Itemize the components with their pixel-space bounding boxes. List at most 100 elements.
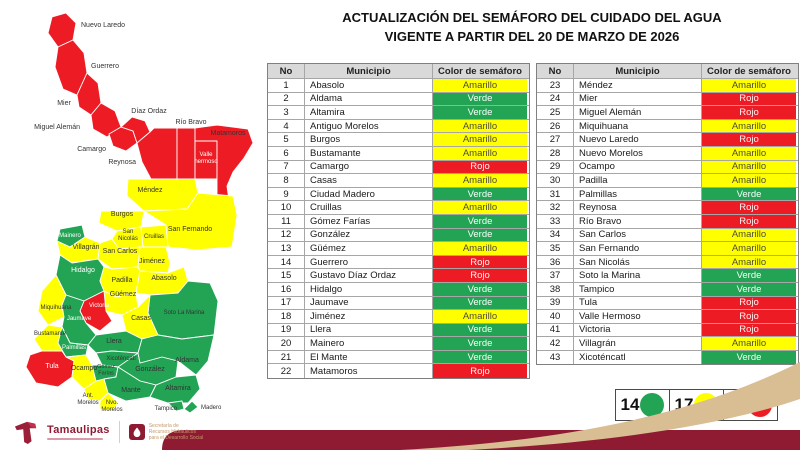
cell-municipality: Tampico (574, 282, 702, 296)
cell-semaphore-color: Amarillo (702, 337, 796, 350)
map-label-nuevo-laredo: Nuevo Laredo (81, 22, 125, 29)
table-header-row: No Municipio Color de semáforo (268, 64, 529, 79)
cell-municipality: Altamira (305, 106, 433, 119)
cell-municipality: Cruillas (305, 201, 433, 214)
column-header: No (537, 64, 574, 78)
cell-number: 2 (268, 92, 305, 106)
map-label-victoria: Victoria (89, 303, 110, 309)
cell-semaphore-color: Verde (433, 323, 527, 337)
cell-semaphore-color: Verde (433, 187, 527, 201)
cell-municipality: Soto la Marina (574, 269, 702, 282)
table-row: 40 Valle Hermoso Rojo (537, 310, 798, 324)
map-label-mier: Mier (57, 100, 71, 107)
cell-number: 25 (537, 106, 574, 119)
cell-number: 13 (268, 242, 305, 255)
map-label-san-carlos: San Carlos (103, 248, 138, 255)
logo-divider (118, 421, 120, 443)
cell-semaphore-color: Amarillo (702, 174, 796, 187)
cell-number: 31 (537, 187, 574, 201)
title-line-1: ACTUALIZACIÓN DEL SEMÁFORO DEL CUIDADO D… (342, 10, 722, 25)
cell-semaphore-color: Verde (702, 282, 796, 296)
cell-semaphore-color: Verde (702, 269, 796, 282)
cell-municipality: Camargo (305, 160, 433, 174)
map-label-abasolo: Abasolo (151, 275, 176, 282)
table-row: 42 Villagrán Amarillo (537, 337, 798, 351)
municipality-table-left: No Municipio Color de semáforo 1 Abasolo Amar… (267, 63, 530, 380)
table-row: 26 Miquihuana Amarillo (537, 119, 798, 134)
tamaulipas-brand-tagline (47, 437, 103, 440)
cell-semaphore-color: Amarillo (433, 79, 527, 92)
tamaulipas-map: Nuevo Laredo Guerrero Mier Miguel Alemán Cam… (25, 12, 254, 414)
map-label-camargo: Camargo (77, 146, 106, 153)
table-row: 27 Nuevo Laredo Rojo (537, 133, 798, 147)
cell-number: 3 (268, 106, 305, 119)
table-row: 38 Tampico Verde (537, 282, 798, 297)
cell-municipality: Burgos (305, 133, 433, 146)
cell-number: 14 (268, 255, 305, 269)
map-label-san-fernando: San Fernando (168, 226, 212, 233)
table-row: 32 Reynosa Rojo (537, 201, 798, 215)
map-label-miquihuana: Miquihuana (40, 305, 72, 311)
table-row: 6 Bustamante Amarillo (268, 146, 529, 161)
map-label-tula: Tula (45, 363, 58, 370)
table-row: 14 Guerrero Rojo (268, 255, 529, 270)
map-label-palmillas: Palmillas (62, 345, 86, 351)
table-row: 9 Ciudad Madero Verde (268, 187, 529, 202)
map-label-villagran: Villagrán (72, 244, 99, 251)
map-label-llera: Llera (106, 338, 122, 345)
table-row: 18 Jiménez Amarillo (268, 310, 529, 324)
map-region-altamira (149, 374, 201, 404)
table-header-row: No Municipio Color de semáforo (537, 64, 798, 79)
cell-municipality: Xicoténcatl (574, 350, 702, 365)
cell-municipality: Jaumave (305, 296, 433, 310)
table-row: 13 Güémez Amarillo (268, 242, 529, 256)
cell-semaphore-color: Verde (433, 337, 527, 350)
cell-number: 1 (268, 79, 305, 92)
map-label-san-nicolas: San Nicolás (118, 229, 138, 242)
cell-number: 35 (537, 242, 574, 255)
map-label-diaz-ordaz: Díaz Ordaz (131, 108, 167, 115)
cell-number: 23 (537, 79, 574, 92)
table-row: 39 Tula Rojo (537, 296, 798, 311)
cell-semaphore-color: Verde (433, 92, 527, 106)
cell-semaphore-color: Rojo (702, 323, 796, 337)
table-row: 25 Miguel Alemán Rojo (537, 106, 798, 120)
table-row: 31 Palmillas Verde (537, 187, 798, 202)
cell-number: 36 (537, 255, 574, 269)
cell-semaphore-color: Amarillo (433, 310, 527, 323)
cell-number: 7 (268, 160, 305, 174)
table-row: 11 Gómez Farías Verde (268, 214, 529, 229)
cell-semaphore-color: Amarillo (702, 228, 796, 242)
cell-semaphore-color: Verde (702, 350, 796, 365)
map-region-nuevo-morelos (99, 392, 119, 412)
cell-semaphore-color: Rojo (702, 214, 796, 228)
cell-municipality: San Carlos (574, 228, 702, 242)
map-label-guerrero: Guerrero (91, 63, 119, 70)
legend-verde-circle-icon (640, 393, 665, 417)
cell-semaphore-color: Verde (433, 350, 527, 364)
footer-maroon-bar (162, 430, 800, 450)
cell-semaphore-color: Rojo (702, 106, 796, 119)
column-header: No (268, 64, 305, 78)
cell-number: 21 (268, 350, 305, 364)
cell-semaphore-color: Rojo (433, 255, 527, 269)
cell-number: 43 (537, 350, 574, 365)
table-row: 1 Abasolo Amarillo (268, 79, 529, 93)
map-label-nuevo-morelos: Nvo. Morelos (101, 400, 122, 413)
table-row: 33 Río Bravo Rojo (537, 214, 798, 229)
cell-semaphore-color: Amarillo (433, 119, 527, 133)
cell-number: 24 (537, 92, 574, 106)
cell-semaphore-color: Verde (433, 228, 527, 242)
map-label-jimenez: Jiménez (139, 258, 166, 265)
cell-municipality: Méndez (574, 79, 702, 92)
cell-municipality: Güémez (305, 242, 433, 255)
cell-semaphore-color: Amarillo (433, 174, 527, 187)
footer-logos: Tamaulipas Secretaría de Recursos Hidrául… (14, 418, 203, 446)
map-label-tampico: Tampico (155, 406, 178, 412)
cell-number: 37 (537, 269, 574, 282)
cell-number: 42 (537, 337, 574, 350)
table-row: 12 González Verde (268, 228, 529, 243)
map-region-mendez (126, 178, 199, 212)
secretaria-logo: Secretaría de Recursos Hidráulicos para el… (128, 423, 203, 442)
